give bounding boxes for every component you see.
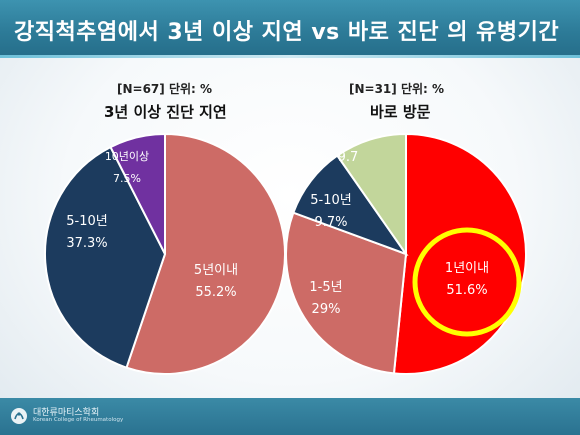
right-pie-slice-2 [292, 154, 409, 257]
left-slice-value-2: 7.5% [113, 172, 141, 185]
right-chart-title: 바로 방문 [370, 103, 431, 121]
title-bar: 강직척추염에서 3년 이상 지연 vs 바로 진단 의 유병기간 [0, 0, 580, 58]
footer: 대한류마티스학회 Korean College of Rheumatology [0, 398, 580, 435]
right-pie-slice-3 [335, 132, 407, 258]
footer-org-name: 대한류마티스학회 [33, 408, 100, 418]
right-slice-name-2: 5-10년 [310, 193, 351, 208]
title-divider [0, 55, 580, 58]
right-slice-value-1: 29% [312, 302, 341, 317]
left-pie-slice-2 [109, 132, 166, 255]
society-logo-icon [11, 408, 27, 424]
right-chart-meta: [N=31] 단위: % [349, 82, 445, 96]
right-slice-value-3: 9.7 [338, 150, 359, 165]
left-pie-slice-1 [44, 145, 167, 369]
highlight-ring [412, 227, 522, 337]
footer-org-subtitle: Korean College of Rheumatology [33, 417, 124, 423]
right-slice-name-0: 1년이내 [445, 261, 489, 276]
right-pie-slice-0 [392, 132, 527, 375]
left-slice-value-0: 55.2% [195, 285, 236, 300]
right-pie-slice-1 [285, 211, 408, 375]
right-slice-value-0: 51.6% [446, 283, 487, 298]
left-pie-slice-0 [125, 132, 286, 375]
slide-title: 강직척추염에서 3년 이상 지연 vs 바로 진단 의 유병기간 [14, 20, 560, 45]
left-slice-name-0: 5년이내 [194, 263, 238, 278]
left-slice-value-1: 37.3% [66, 236, 107, 251]
left-slice-name-1: 5-10년 [66, 214, 107, 229]
left-slice-name-2: 10년이상 [105, 150, 149, 163]
right-slice-name-1: 1-5년 [309, 280, 342, 295]
right-slice-value-2: 9.7% [314, 215, 347, 230]
left-chart-meta: [N=67] 단위: % [117, 82, 213, 96]
left-chart-title: 3년 이상 진단 지연 [104, 103, 227, 121]
